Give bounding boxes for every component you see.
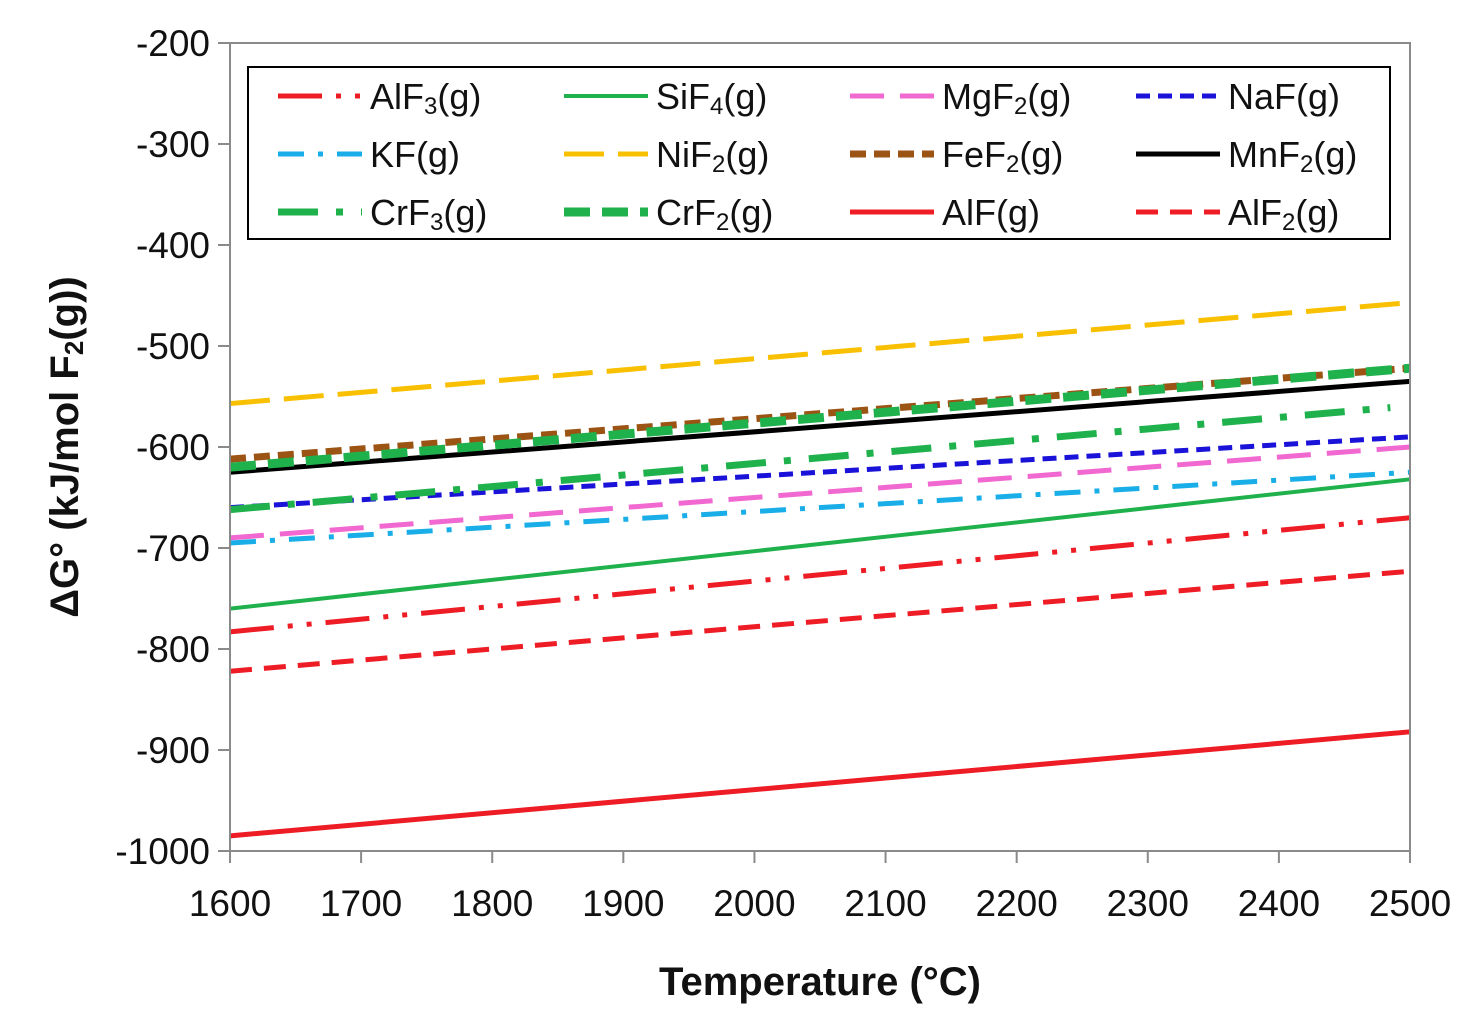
x-tick-label: 1600	[189, 883, 271, 924]
legend-label: KF(g)	[370, 134, 460, 175]
series-line-AlF3(g)	[229, 515, 1411, 635]
legend-label: MgF2(g)	[942, 76, 1071, 120]
y-tick-label: -800	[136, 629, 210, 670]
series-line-CrF2(g)	[229, 363, 1411, 472]
x-axis-title: Temperature (°C)	[659, 960, 981, 1004]
series-line-AlF2(g)	[229, 568, 1411, 674]
tick-layer: -200 -300 -400 -500 -600 -700 -800 -900 -1000 160…	[115, 23, 1451, 924]
series-line-SiF4(g)	[229, 477, 1411, 611]
legend: AlF3(g) SiF4(g) MgF2(g) NaF(g) KF(g) NiF2(g) F…	[247, 66, 1391, 240]
legend-label: AlF3(g)	[370, 76, 481, 120]
y-tick-label: -700	[136, 528, 210, 569]
legend-label: SiF4(g)	[656, 76, 767, 120]
y-tick-label: -900	[136, 730, 210, 771]
x-tick-label: 1800	[451, 883, 533, 924]
y-tick-label: -200	[136, 23, 210, 64]
legend-label: NiF2(g)	[656, 134, 769, 178]
x-tick-label: 2300	[1107, 883, 1189, 924]
y-tick-label: -500	[136, 326, 210, 367]
legend-label: MnF2(g)	[1228, 134, 1357, 178]
x-tick-label: 1900	[582, 883, 664, 924]
series-layer	[229, 300, 1411, 839]
series-line-KF(g)	[229, 469, 1411, 546]
x-tick-label: 1700	[320, 883, 402, 924]
y-tick-label: -400	[136, 225, 210, 266]
y-tick-label: -300	[136, 124, 210, 165]
series-line-CrF3(g)	[229, 404, 1391, 514]
x-tick-label: 2100	[844, 883, 926, 924]
x-tick-label: 2000	[713, 883, 795, 924]
y-tick-label: -600	[136, 427, 210, 468]
y-tick-label: -1000	[115, 831, 210, 872]
series-line-NiF2(g)	[229, 300, 1411, 407]
x-tick-label: 2500	[1369, 883, 1451, 924]
legend-label: FeF2(g)	[942, 134, 1063, 178]
legend-label: NaF(g)	[1228, 76, 1340, 117]
legend-label: AlF2(g)	[1228, 192, 1339, 236]
series-line-MnF2(g)	[229, 378, 1411, 475]
legend-label: AlF(g)	[942, 192, 1040, 233]
series-line-AlF(g)	[229, 729, 1411, 839]
x-tick-label: 2400	[1238, 883, 1320, 924]
legend-label: CrF2(g)	[656, 192, 773, 236]
legend-label: CrF3(g)	[370, 192, 487, 236]
x-tick-label: 2200	[976, 883, 1058, 924]
y-axis-title: ΔG° (kJ/mol F2(g))	[43, 276, 89, 617]
